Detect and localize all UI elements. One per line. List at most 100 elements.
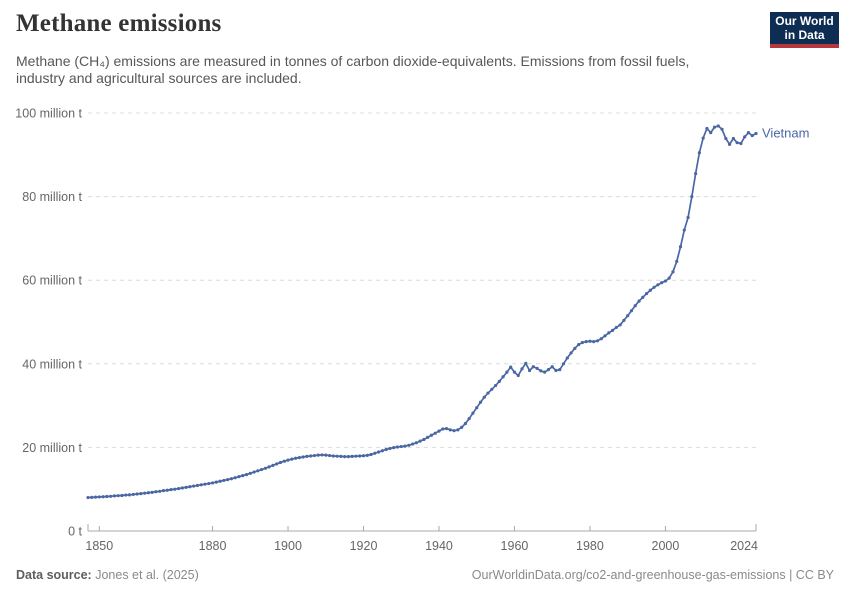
data-point (493, 383, 498, 388)
data-point (467, 416, 471, 421)
data-point (471, 411, 475, 415)
data-point (275, 462, 279, 466)
data-point (501, 375, 505, 379)
data-point (486, 391, 490, 395)
data-point (531, 365, 535, 369)
data-point (678, 245, 683, 249)
data-point (233, 476, 237, 480)
data-point (546, 368, 551, 372)
x-tick-label: 1920 (350, 539, 378, 553)
data-point (293, 456, 298, 460)
data-point (614, 325, 618, 330)
data-point (199, 483, 203, 487)
data-point (720, 127, 724, 131)
data-point (697, 151, 701, 155)
data-point (90, 495, 94, 499)
data-point (105, 494, 109, 499)
data-point (346, 455, 351, 459)
data-point (207, 481, 211, 486)
data-point (746, 131, 751, 135)
data-point (724, 136, 728, 141)
data-point (150, 490, 154, 494)
data-point (527, 368, 532, 373)
y-tick-label: 60 million t (22, 274, 82, 288)
data-point (305, 454, 309, 458)
data-point (260, 467, 264, 472)
data-point (290, 457, 294, 461)
x-tick-label: 1880 (199, 539, 227, 553)
data-source-value: Jones et al. (2025) (95, 568, 199, 582)
data-point (667, 276, 671, 280)
data-point (509, 365, 513, 369)
data-point (475, 406, 479, 410)
data-point (222, 478, 226, 483)
data-point (429, 433, 434, 437)
data-point (109, 494, 113, 498)
x-tick-label: 2000 (652, 539, 680, 553)
data-point (316, 453, 320, 457)
data-point (712, 125, 717, 129)
data-point (173, 487, 177, 491)
data-point (86, 495, 90, 500)
data-point (127, 493, 132, 497)
data-point (588, 339, 592, 343)
data-point (146, 491, 150, 495)
data-point (263, 466, 267, 470)
data-point (550, 365, 554, 369)
data-point (377, 450, 381, 454)
data-point (218, 479, 222, 483)
data-point (244, 472, 249, 477)
data-point (626, 314, 630, 318)
data-point (490, 387, 494, 391)
data-point (433, 431, 437, 435)
y-tick-label: 0 t (68, 525, 82, 539)
data-point (335, 454, 339, 458)
x-tick-label: 1850 (85, 539, 113, 553)
data-point (444, 426, 449, 431)
x-tick-label: 1940 (425, 539, 453, 553)
data-point (610, 328, 615, 332)
data-point (539, 369, 543, 373)
data-point (93, 495, 98, 499)
data-point (437, 429, 441, 433)
data-point (524, 361, 528, 365)
data-point (660, 281, 664, 285)
data-point (229, 477, 234, 481)
data-point (384, 447, 388, 452)
data-point (694, 172, 698, 176)
data-point (584, 340, 588, 344)
data-point (165, 488, 169, 492)
data-point (188, 485, 192, 489)
owid-logo[interactable]: Our World in Data (770, 12, 839, 48)
data-point (395, 445, 400, 449)
x-tick-label: 1900 (274, 539, 302, 553)
data-point (686, 215, 690, 220)
data-point (652, 285, 656, 289)
data-point (414, 441, 418, 445)
data-point (161, 489, 166, 493)
data-point (410, 442, 415, 446)
attribution-link[interactable]: OurWorldinData.org/co2-and-greenhouse-ga… (471, 568, 834, 582)
data-point (180, 486, 184, 490)
data-point (214, 480, 218, 484)
data-point (320, 453, 324, 457)
data-point (422, 437, 426, 442)
data-point (312, 453, 317, 458)
data-point (403, 444, 407, 448)
data-point (516, 373, 520, 378)
data-point (754, 131, 758, 136)
data-point (535, 366, 539, 370)
data-point (426, 435, 430, 439)
data-point (184, 485, 188, 489)
data-point (339, 454, 343, 458)
data-source-label: Data source: (16, 568, 92, 582)
data-point (195, 483, 200, 488)
data-point (380, 449, 384, 453)
data-point (629, 309, 634, 313)
data-point (448, 428, 452, 432)
data-point (241, 474, 245, 478)
data-point (512, 370, 517, 374)
data-point (226, 477, 230, 482)
